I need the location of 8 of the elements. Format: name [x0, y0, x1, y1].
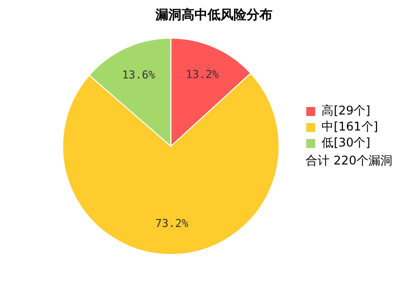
data-label: 13.2% [186, 68, 220, 81]
text: 合计 220个漏洞 [306, 154, 392, 168]
data-label: 73.2% [155, 217, 189, 230]
legend-label: 低[30个] [322, 136, 370, 150]
chart-title: 漏洞高中低风险分布 [154, 7, 272, 24]
legend-label: 高[29个] [322, 104, 370, 118]
legend-label: 中[161个] [322, 120, 378, 134]
data-label: 13.6% [122, 68, 156, 82]
